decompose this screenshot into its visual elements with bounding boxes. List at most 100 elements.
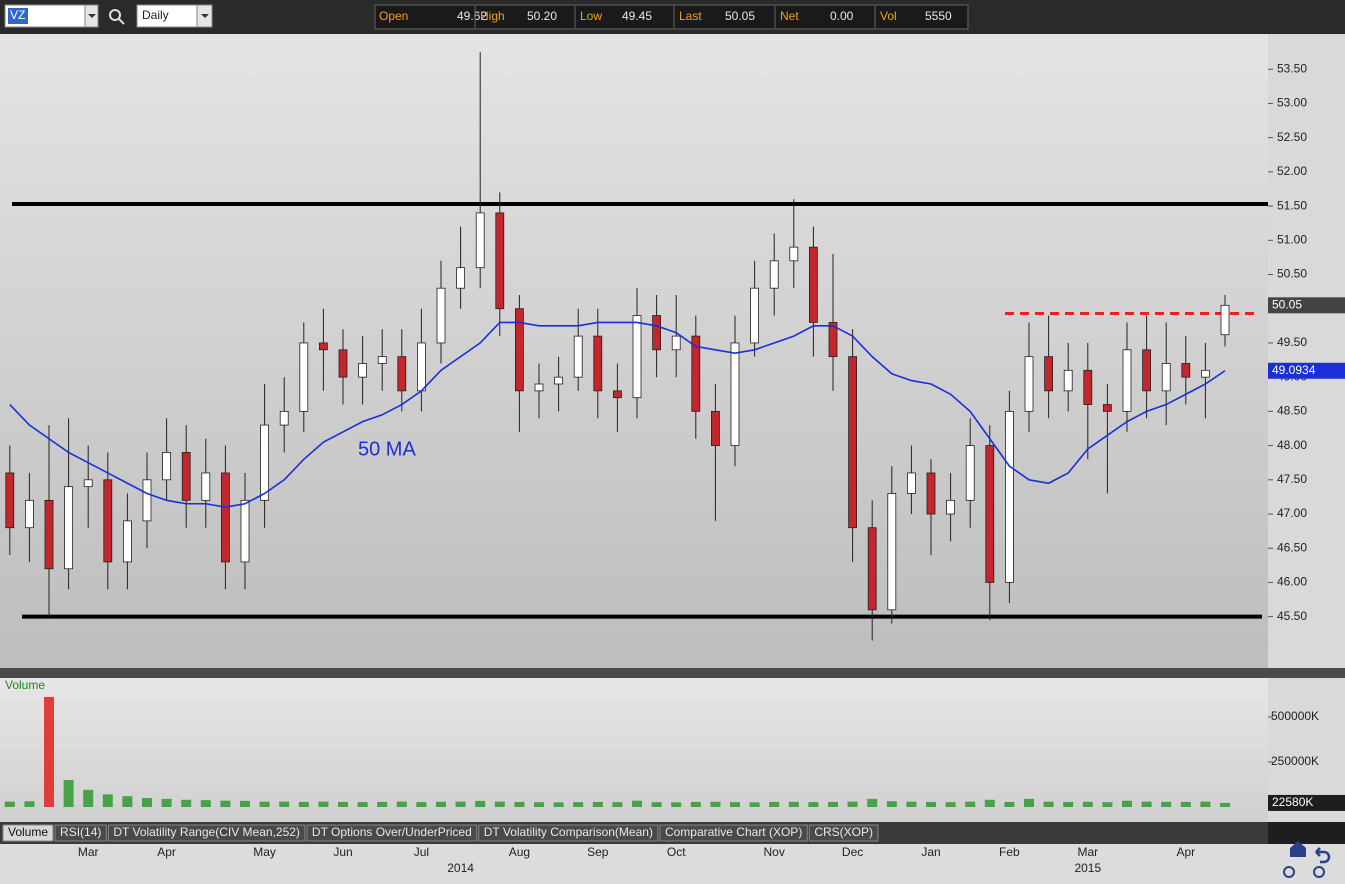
candle-body [867, 527, 877, 611]
volume-bar [475, 800, 486, 807]
back-icon[interactable] [1315, 847, 1331, 864]
candle-body [475, 212, 485, 269]
tab-label: Comparative Chart (XOP) [665, 825, 802, 839]
year-label: 2015 [1074, 861, 1101, 875]
candle-body [1083, 369, 1093, 405]
x-tick-label: Feb [999, 845, 1020, 859]
candle-body [809, 246, 818, 323]
volume-bar [44, 696, 54, 807]
candle-body [554, 376, 563, 385]
volume-bar [200, 800, 211, 807]
y-tick-label: 47.00 [1277, 506, 1307, 520]
interval: Daily [142, 8, 169, 22]
candle-body [652, 315, 661, 351]
volume-bar [1063, 801, 1074, 807]
search-icon[interactable] [109, 9, 121, 21]
volume-bar [553, 802, 564, 807]
candle-body [495, 212, 505, 310]
volume-bar [240, 800, 250, 807]
x-tick-label: Jan [921, 845, 940, 859]
tab-label: RSI(14) [60, 825, 101, 839]
candle-body [789, 246, 799, 262]
tab[interactable] [107, 824, 306, 842]
volume-bar [1102, 802, 1113, 807]
volume-bar [651, 802, 662, 807]
volume-bar [906, 801, 917, 807]
tab[interactable] [659, 824, 808, 842]
volume-bar [788, 801, 799, 807]
volume-bar [1180, 801, 1191, 807]
separator [0, 668, 1345, 678]
candle-body [358, 363, 368, 378]
tab[interactable] [478, 824, 659, 842]
candle-body [181, 452, 191, 501]
tab[interactable] [2, 824, 54, 842]
quote-value: 49.45 [622, 9, 652, 23]
candle-body [926, 472, 936, 515]
volume-bar [847, 801, 858, 807]
x-tick-label: Mar [78, 845, 99, 859]
moving-average [9, 321, 1226, 508]
tab[interactable] [306, 824, 478, 842]
y-tick-label: 500000K [1271, 709, 1319, 723]
quote-box [374, 4, 969, 30]
candle-body [573, 335, 583, 378]
y-tick-label: 47.50 [1277, 472, 1307, 486]
tab-label: CRS(XOP) [814, 825, 873, 839]
candle-body [750, 287, 759, 344]
x-tick-label: Nov [764, 845, 785, 859]
price-tag [1268, 297, 1345, 314]
volume-bar [1024, 798, 1034, 807]
quote-value: 0.00 [830, 9, 854, 23]
tab[interactable] [808, 824, 879, 842]
volume-tag-label: 22580K [1272, 795, 1313, 809]
volume-bar [632, 800, 642, 807]
volume-bar [612, 802, 623, 807]
candle-body [769, 260, 779, 289]
candle-body [730, 342, 740, 446]
arrow [201, 14, 209, 18]
candle-body [103, 479, 113, 563]
volume-bar [749, 802, 760, 807]
volume-bar [573, 802, 584, 807]
volume-bar [1161, 801, 1172, 807]
tab-label: DT Options Over/UnderPriced [312, 825, 472, 839]
candle-body [1220, 304, 1230, 336]
volume-bar [63, 779, 74, 807]
tab-label: DT Volatility Comparison(Mean) [484, 825, 653, 839]
volume-bar [710, 801, 721, 807]
tab[interactable] [54, 824, 107, 842]
candle-body [1024, 356, 1034, 412]
volume-tag [1268, 794, 1345, 811]
home-icon[interactable] [1290, 841, 1306, 857]
volume-bar [828, 801, 838, 807]
x-tick-label: Jul [414, 845, 429, 859]
zoom-out[interactable] [1313, 866, 1325, 878]
candle-body [632, 315, 642, 399]
candle-body [1201, 369, 1210, 378]
quote-label: Net [780, 9, 799, 23]
y-tick-label: 45.50 [1277, 609, 1307, 623]
candle-body [436, 287, 446, 344]
candle-body [515, 308, 524, 392]
candle-body [83, 479, 93, 488]
candle-body [848, 356, 857, 529]
volume-bar [984, 799, 995, 807]
volume-bar [102, 794, 113, 807]
ma-tag [1268, 362, 1345, 379]
y-tick-label: 52.00 [1277, 164, 1307, 178]
candle-body [240, 499, 250, 563]
candle-body [1063, 369, 1073, 392]
volume-bar [690, 801, 701, 807]
candle-body [887, 493, 897, 611]
y-tick-label: 52.50 [1277, 130, 1307, 144]
zoom-in[interactable] [1283, 866, 1295, 878]
candle-body [691, 335, 701, 412]
candle-body [318, 342, 328, 351]
candle-body [1044, 356, 1053, 392]
candle-body [416, 342, 426, 392]
volume-bar [730, 802, 740, 807]
volume-bar [1220, 802, 1230, 807]
tab-label: Volume [8, 825, 48, 839]
quote-label: Low [580, 9, 602, 23]
